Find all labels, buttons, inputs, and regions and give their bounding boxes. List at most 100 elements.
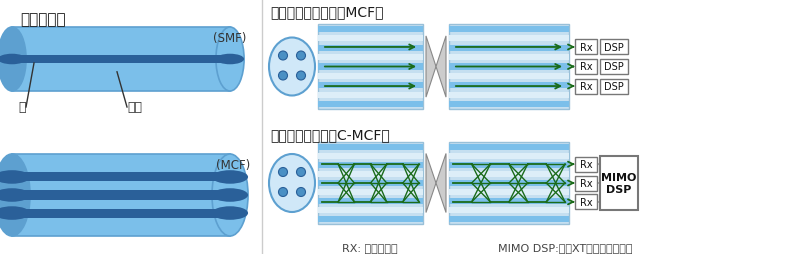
Bar [575,60,597,75]
Bar [318,92,423,99]
Bar [12,154,230,236]
Ellipse shape [0,188,30,202]
Text: DSP: DSP [604,62,624,72]
Polygon shape [426,154,436,213]
Ellipse shape [0,28,26,92]
Ellipse shape [212,207,248,220]
Bar [318,102,423,108]
Bar [318,153,423,159]
Bar [449,92,569,99]
Bar [449,55,569,61]
Bar [318,45,423,52]
Polygon shape [426,37,436,98]
Ellipse shape [269,154,315,212]
Bar [12,191,230,200]
Bar [449,27,569,33]
Ellipse shape [278,52,287,61]
Bar [12,28,230,92]
Bar [318,36,423,42]
Text: 核: 核 [18,101,26,114]
Bar [318,162,423,168]
Text: MIMO
DSP: MIMO DSP [602,172,637,194]
Bar [318,64,423,70]
Bar [318,74,423,80]
Text: Rx: Rx [580,178,592,188]
Text: 非结合型多核光纤（MCF）: 非结合型多核光纤（MCF） [270,5,383,19]
Ellipse shape [278,168,287,177]
Bar [318,83,423,89]
Bar [318,142,423,224]
Text: 结合型多核光纤（C-MCF）: 结合型多核光纤（C-MCF） [270,128,390,141]
Bar [318,180,423,186]
Bar [449,45,569,52]
Bar [449,198,569,204]
Ellipse shape [0,55,26,65]
Text: (MCF): (MCF) [216,158,250,171]
Bar [449,153,569,159]
Text: Rx: Rx [580,160,592,169]
Text: 包层: 包层 [127,101,142,114]
Bar [449,180,569,186]
Bar [318,217,423,223]
Bar [449,74,569,80]
Bar [318,171,423,177]
Bar [575,157,597,172]
Ellipse shape [216,55,244,65]
Ellipse shape [212,154,248,236]
Bar [449,64,569,70]
Text: Rx: Rx [580,82,592,92]
Ellipse shape [297,168,306,177]
Ellipse shape [0,170,30,184]
Bar [449,189,569,195]
Bar [449,144,569,150]
Bar [575,79,597,94]
Text: DSP: DSP [604,43,624,53]
Ellipse shape [216,28,244,92]
Polygon shape [436,37,446,98]
Ellipse shape [269,38,315,96]
Bar [449,162,569,168]
Bar [600,79,628,94]
Bar [12,173,230,182]
Bar [318,208,423,213]
Text: MIMO DSP:用于XT补偿的信号处理: MIMO DSP:用于XT补偿的信号处理 [498,242,632,252]
Bar [318,144,423,150]
Text: Rx: Rx [580,197,592,207]
Bar [318,189,423,195]
Bar [318,25,423,109]
Bar [449,208,569,213]
Bar [600,156,638,211]
Ellipse shape [0,154,30,236]
Bar [12,209,230,218]
Ellipse shape [297,188,306,197]
Ellipse shape [278,188,287,197]
Ellipse shape [212,188,248,202]
Bar [318,198,423,204]
Bar [575,40,597,55]
Ellipse shape [297,72,306,81]
Polygon shape [436,154,446,213]
Bar [449,83,569,89]
Bar [600,40,628,55]
Bar [449,217,569,223]
Bar [12,56,230,63]
Ellipse shape [0,207,30,220]
Text: Rx: Rx [580,43,592,53]
Text: (SMF): (SMF) [213,32,246,45]
Ellipse shape [297,52,306,61]
Bar [318,27,423,33]
Text: Rx: Rx [580,62,592,72]
Bar [449,102,569,108]
Ellipse shape [278,72,287,81]
Text: RX: 信号接收器: RX: 信号接收器 [342,242,398,252]
Text: 光纤侧视图: 光纤侧视图 [20,12,66,27]
Text: DSP: DSP [604,82,624,92]
Bar [449,171,569,177]
Bar [575,176,597,191]
Ellipse shape [212,170,248,184]
Bar [449,36,569,42]
Bar [449,142,569,224]
Bar [449,25,569,109]
Bar [318,55,423,61]
Bar [600,60,628,75]
